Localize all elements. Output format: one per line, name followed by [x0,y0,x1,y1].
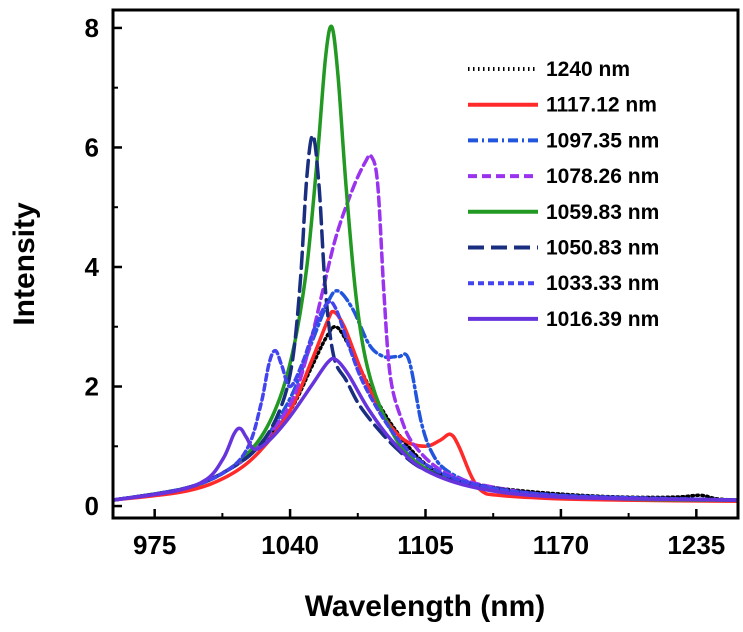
y-tick-label: 4 [85,252,100,282]
series-line-1 [113,324,738,502]
x-tick-label: 975 [133,530,176,560]
y-tick-label: 2 [85,372,99,402]
legend-label: 1078.26 nm [546,165,659,188]
legend-label: 1097.35 nm [546,129,659,152]
y-tick-label: 0 [85,491,99,521]
legend-label: 1240 nm [546,58,630,81]
x-tick-label: 1040 [261,530,319,560]
x-axis-title: Wavelength (nm) [305,590,546,623]
legend-label: 1033.33 nm [546,272,659,295]
series-line-8 [113,356,738,502]
y-tick-label: 8 [85,13,99,43]
series-line-7 [113,299,738,502]
legend-label: 1016.39 nm [546,308,659,331]
legend-label: 1059.83 nm [546,201,659,224]
y-tick-label: 6 [85,132,99,162]
x-tick-label: 1170 [533,530,589,560]
legend-label: 1117.12 nm [546,94,657,117]
x-tick-label: 1105 [397,530,453,560]
x-tick-label: 1235 [667,530,725,560]
series-line-2 [113,309,738,504]
y-axis-title: Intensity [8,202,41,326]
legend-label: 1050.83 nm [546,237,659,260]
